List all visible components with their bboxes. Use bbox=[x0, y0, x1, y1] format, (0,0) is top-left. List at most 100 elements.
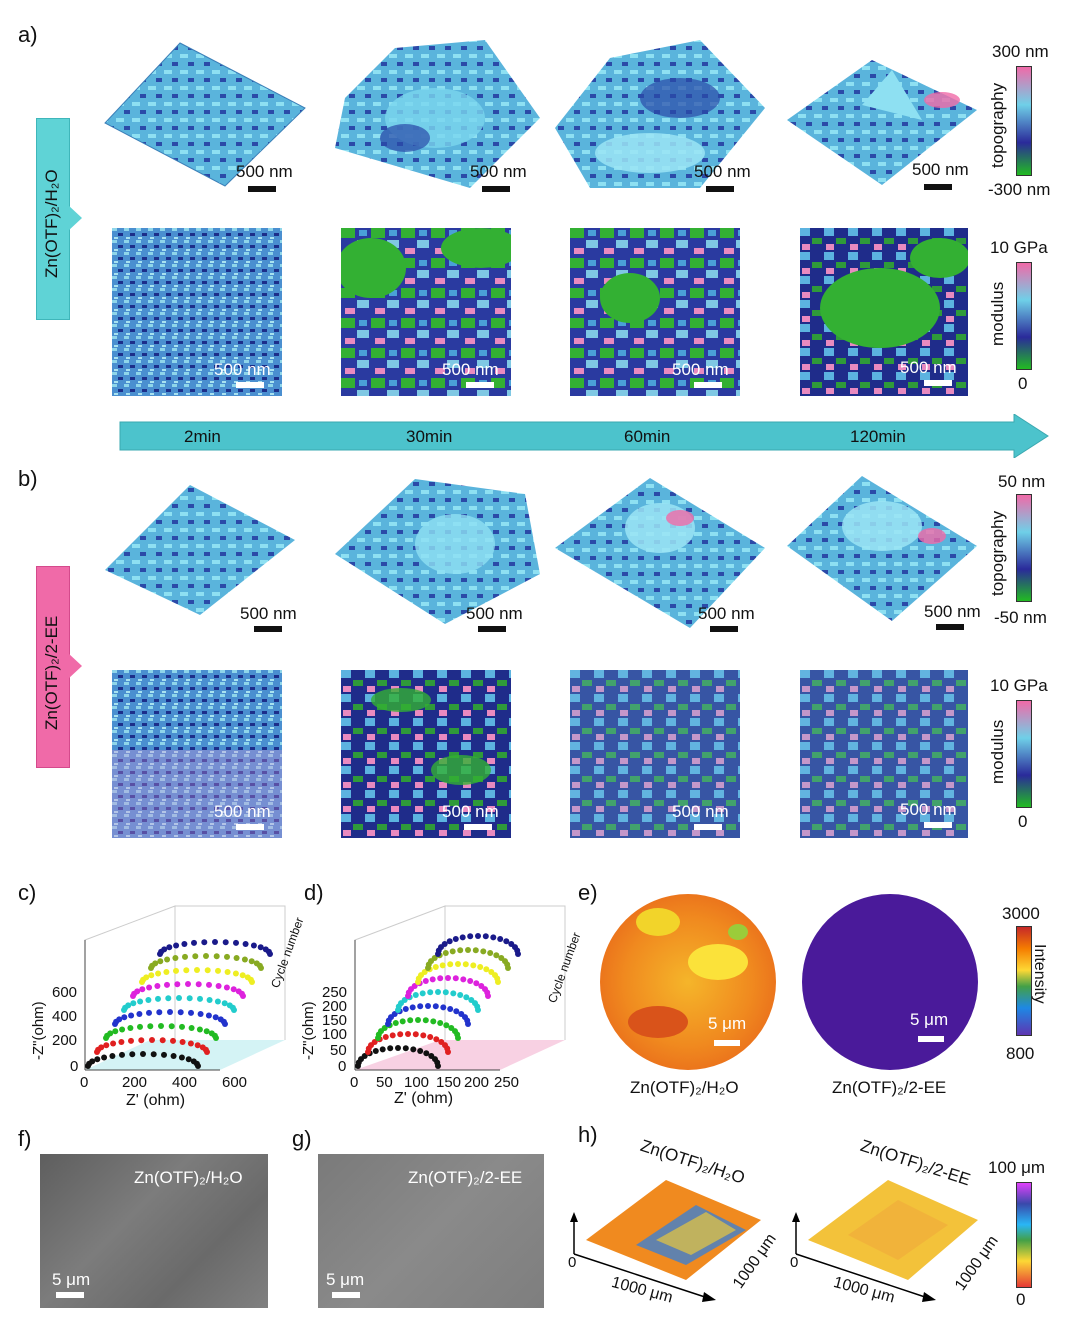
nyquist-point bbox=[222, 1021, 228, 1027]
panel-label-g: g) bbox=[292, 1126, 312, 1151]
colorbar-a-topo bbox=[1016, 66, 1032, 176]
nyquist-point bbox=[435, 989, 441, 995]
d-xtick-200: 200 bbox=[464, 1074, 490, 1091]
scale-bar-label: 500 nm bbox=[912, 160, 969, 179]
nyquist-point bbox=[401, 997, 408, 1003]
afm-topography-a-120min bbox=[787, 60, 977, 185]
nyquist-point bbox=[242, 941, 249, 947]
panel-label-d: d) bbox=[304, 880, 324, 905]
nyquist-point bbox=[409, 1004, 416, 1011]
nyquist-point bbox=[110, 1040, 117, 1047]
scale-bar-label: 500 nm bbox=[900, 358, 957, 377]
d-ytick-250: 250 bbox=[322, 984, 348, 1001]
nyquist-point bbox=[267, 951, 273, 957]
nyquist-point bbox=[417, 1048, 424, 1054]
nyquist-point bbox=[497, 936, 504, 942]
c-xlabel: Z' (ohm) bbox=[126, 1092, 186, 1109]
nyquist-point bbox=[453, 1008, 460, 1015]
nyquist-point bbox=[417, 1003, 424, 1010]
nyquist-point bbox=[457, 947, 464, 954]
nyquist-point bbox=[197, 1011, 204, 1017]
side-label-ee: Zn(OTF)₂/2-EE bbox=[42, 615, 61, 730]
nyquist-point bbox=[437, 975, 444, 982]
h-origin-right: 0 bbox=[790, 1254, 799, 1271]
nyquist-point bbox=[495, 979, 501, 985]
nyquist-point bbox=[231, 1007, 237, 1013]
side-arrow-ee-icon bbox=[68, 653, 82, 679]
afm-topography-a-2min bbox=[104, 42, 306, 187]
nyquist-point bbox=[503, 938, 510, 945]
nyquist-point bbox=[392, 1020, 399, 1026]
nyquist-point bbox=[441, 941, 448, 947]
nyquist-point bbox=[223, 984, 230, 991]
c-ytick-600: 600 bbox=[52, 984, 78, 1001]
nyquist-point bbox=[188, 1009, 194, 1016]
panel-label-b: b) bbox=[18, 466, 38, 491]
nyquist-point bbox=[213, 953, 220, 960]
nyquist-point bbox=[465, 1021, 471, 1027]
nyquist-point bbox=[194, 967, 200, 973]
nyquist-point bbox=[442, 950, 449, 956]
nyquist-point bbox=[187, 1040, 194, 1047]
nyquist-point bbox=[128, 1037, 134, 1044]
colorbar-b-topo-top: 50 nm bbox=[998, 472, 1046, 491]
afm-topography-b-2min bbox=[105, 485, 295, 615]
scale-bar-label: 500 nm bbox=[442, 802, 499, 821]
e-scale-right: 5 μm bbox=[910, 1010, 949, 1029]
panel-label-h: h) bbox=[578, 1122, 598, 1147]
c-xtick-600: 600 bbox=[222, 1074, 248, 1091]
nyquist-point bbox=[146, 984, 153, 991]
nyquist-point bbox=[410, 1046, 417, 1053]
nyquist-point bbox=[203, 953, 209, 959]
nyquist-point bbox=[445, 975, 451, 981]
nyquist-point bbox=[435, 1063, 441, 1069]
nyquist-point bbox=[455, 1035, 461, 1041]
colorbar-a-mod bbox=[1016, 262, 1032, 370]
nyquist-point bbox=[427, 989, 434, 996]
colorbar-h-bottom: 0 bbox=[1016, 1290, 1026, 1309]
nyquist-point bbox=[361, 1053, 368, 1059]
panel-label-e: e) bbox=[578, 880, 598, 905]
nyquist-point bbox=[467, 978, 474, 984]
nyquist-point bbox=[121, 1014, 128, 1021]
nyquist-point bbox=[482, 933, 489, 940]
nyquist-point bbox=[173, 967, 179, 974]
d-ytick-50: 50 bbox=[330, 1042, 347, 1059]
nyquist-point bbox=[395, 1045, 401, 1051]
nyquist-point bbox=[230, 986, 237, 993]
nyquist-point bbox=[118, 1039, 125, 1045]
nyquist-point bbox=[475, 1007, 481, 1013]
surface-3d-h2o bbox=[570, 1180, 761, 1302]
nyquist-point bbox=[446, 938, 453, 945]
nyquist-point bbox=[442, 989, 449, 996]
nyquist-point bbox=[240, 993, 246, 999]
nyquist-point bbox=[443, 1022, 450, 1029]
nyquist-point bbox=[185, 981, 191, 987]
nyquist-point bbox=[195, 981, 202, 988]
nyquist-point bbox=[432, 964, 439, 970]
d-xtick-250: 250 bbox=[494, 1074, 520, 1091]
nyquist-point bbox=[249, 979, 255, 985]
nyquist-point bbox=[477, 964, 484, 970]
nyquist-point bbox=[221, 1000, 228, 1007]
g-label: Zn(OTF)₂/2-EE bbox=[408, 1168, 523, 1187]
scale-bar-label: 500 nm bbox=[236, 162, 293, 181]
nyquist-point bbox=[167, 1009, 173, 1015]
nyquist-point bbox=[137, 998, 144, 1005]
nyquist-point bbox=[233, 955, 240, 961]
nyquist-point bbox=[154, 983, 161, 989]
nyquist-point bbox=[164, 956, 171, 963]
nyquist-point bbox=[432, 1003, 439, 1010]
nyquist-point bbox=[143, 974, 150, 981]
c-xtick-400: 400 bbox=[172, 1074, 198, 1091]
nyquist-point bbox=[149, 1037, 155, 1043]
scale-bar-label: 500 nm bbox=[442, 360, 499, 379]
nyquist-point bbox=[94, 1056, 101, 1063]
nyquist-point bbox=[179, 1039, 186, 1045]
colorbar-b-mod-bottom: 0 bbox=[1018, 812, 1028, 831]
nyquist-point bbox=[150, 1051, 157, 1058]
nyquist-point bbox=[205, 1012, 212, 1019]
nyquist-point bbox=[140, 1051, 146, 1057]
nyquist-point bbox=[215, 983, 222, 989]
nyquist-point bbox=[137, 1023, 143, 1030]
